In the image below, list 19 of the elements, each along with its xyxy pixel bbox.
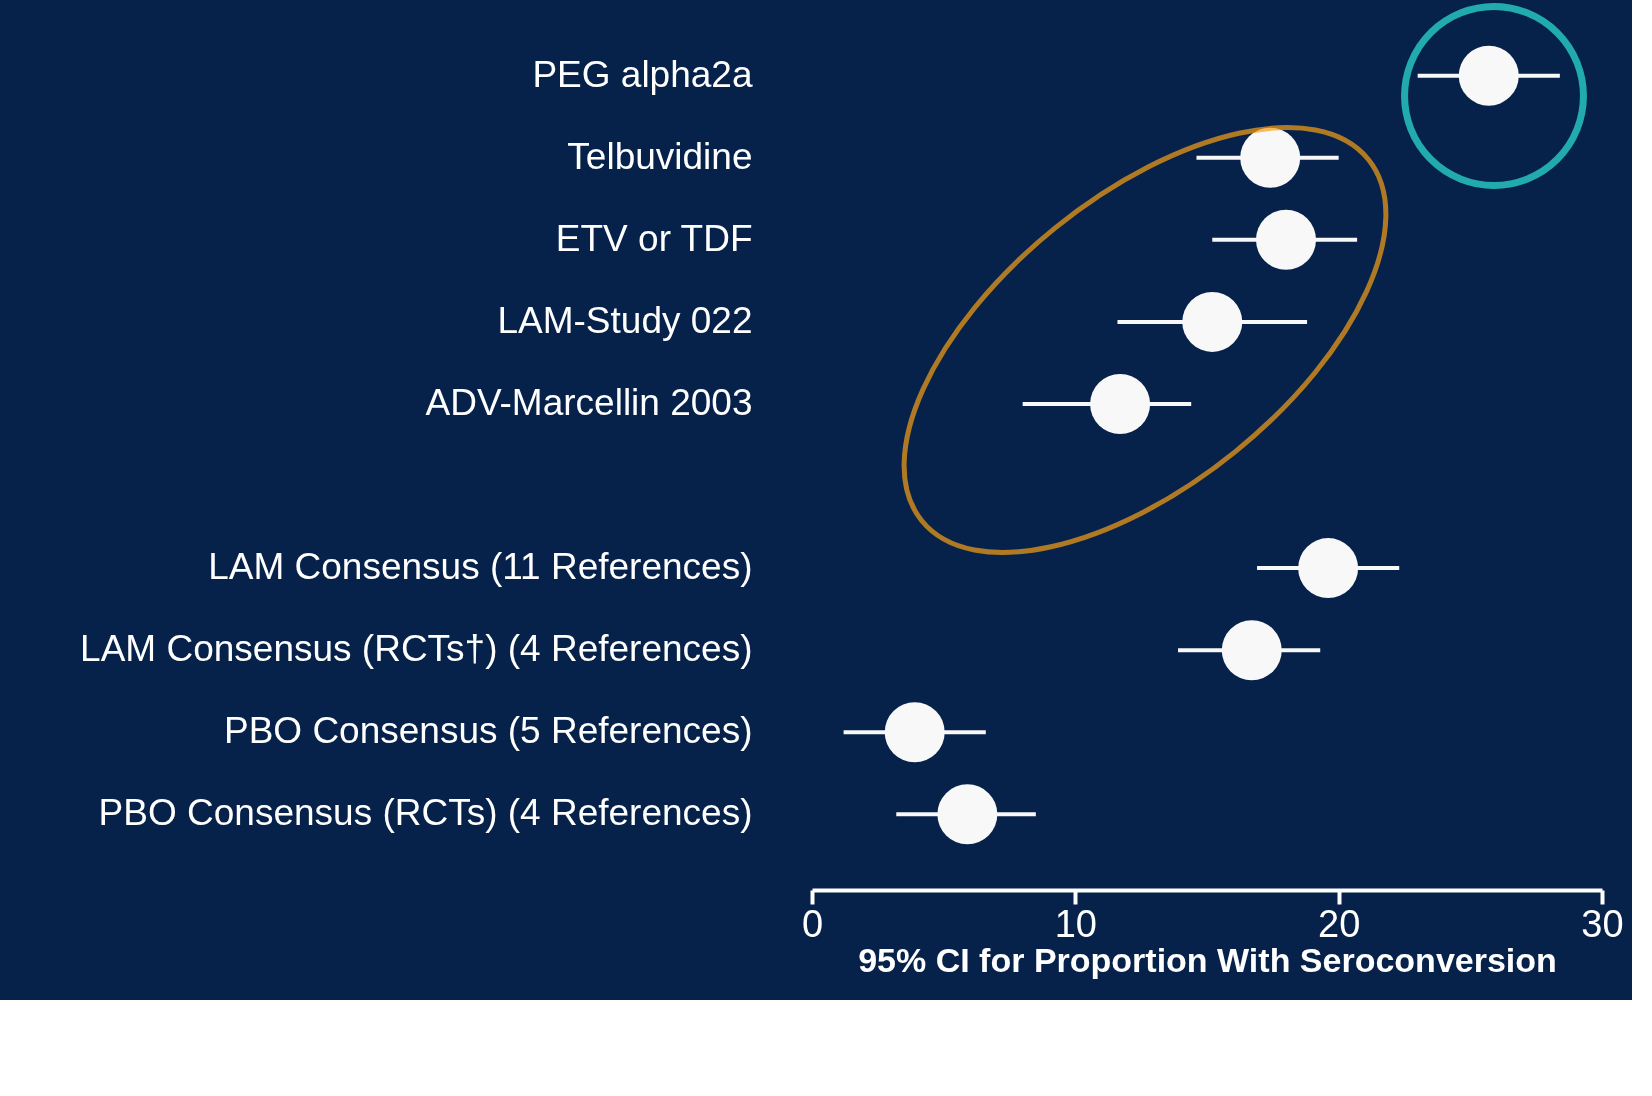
y-tick-label: LAM-Study 022 (497, 299, 753, 341)
y-tick-label: PBO Consensus (RCTs) (4 References) (98, 792, 753, 834)
point (1090, 374, 1151, 434)
y-tick-label: Telbuvidine (567, 135, 753, 177)
point (1256, 209, 1316, 270)
x-tick-label: 0 (801, 902, 824, 945)
point (1240, 127, 1301, 188)
point (1298, 538, 1359, 599)
point (1221, 620, 1282, 681)
point (937, 784, 998, 845)
point (1182, 291, 1243, 352)
y-tick-label: ETV or TDF (555, 217, 753, 259)
y-tick-label: LAM Consensus (RCTs†) (4 References) (80, 628, 753, 670)
y-tick-label: ADV-Marcellin 2003 (425, 381, 753, 423)
point (884, 702, 945, 763)
y-tick-label: PEG alpha2a (532, 53, 753, 95)
y-tick-label: PBO Consensus (5 References) (223, 710, 753, 752)
x-tick-label: 30 (1581, 902, 1624, 945)
y-tick-label: LAM Consensus (11 References) (208, 546, 753, 588)
